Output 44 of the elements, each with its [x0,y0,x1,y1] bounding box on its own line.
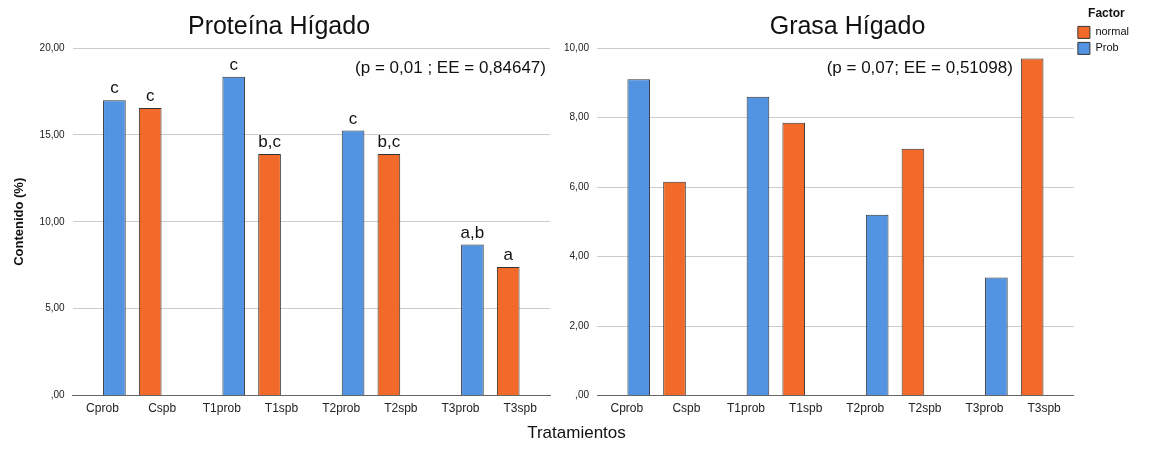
legend-label: normal [1095,25,1129,38]
x-tick-label: T3prob [441,401,480,416]
y-tick-label: 8,00 [569,111,590,123]
chart-title: Grasa Hígado [769,10,926,39]
annotation: c [145,86,155,106]
legend-label: Prob [1095,41,1119,54]
annotation: c [348,108,358,128]
y-tick-label: 4,00 [569,250,590,262]
annotation: a,b [460,222,485,242]
y-tick-label: 15,00 [39,128,66,140]
x-tick-label: T2prob [846,401,885,416]
y-tick-label: 10,00 [563,41,590,53]
x-tick-label: Cprob [86,401,120,416]
y-tick-label: 5,00 [45,302,66,314]
x-tick-label: Cprob [610,401,644,416]
chart-title: Proteína Hígado [187,10,371,39]
x-tick-label: Cspb [148,401,177,416]
x-tick-label: T1prob [727,401,766,416]
y-tick-label: ,00 [50,389,66,401]
x-tick-label: Cspb [672,401,701,416]
annotation: (p = 0,07; EE = 0,51098) [826,58,1013,78]
y-tick-label: 20,00 [39,41,66,53]
y-tick-label: 2,00 [569,319,590,331]
annotation: b,c [258,132,282,152]
legend-title: Factor [1088,6,1126,21]
x-tick-label: T1prob [202,401,242,416]
y-tick-label: 10,00 [39,215,66,227]
x-tick-label: T2spb [908,401,942,416]
x-tick-label: T3spb [1027,401,1062,416]
x-tick-label: T2spb [384,401,418,416]
x-tick-label: T3spb [503,401,538,416]
x-tick-label: T2prob [322,401,361,416]
annotation: a [503,245,514,265]
x-axis-title: Tratamientos [526,422,627,444]
annotation: c [110,78,120,98]
y-tick-label: ,00 [575,389,590,401]
x-tick-label: T1spb [788,401,823,416]
y-tick-label: 6,00 [569,180,590,192]
annotation: c [229,54,239,74]
y-axis-title: Contenido (%) [11,177,27,266]
annotation: (p = 0,01 ; EE = 0,84647) [355,58,546,78]
x-tick-label: T1spb [264,401,299,416]
annotation: b,c [377,132,401,152]
x-tick-label: T3prob [965,401,1004,416]
